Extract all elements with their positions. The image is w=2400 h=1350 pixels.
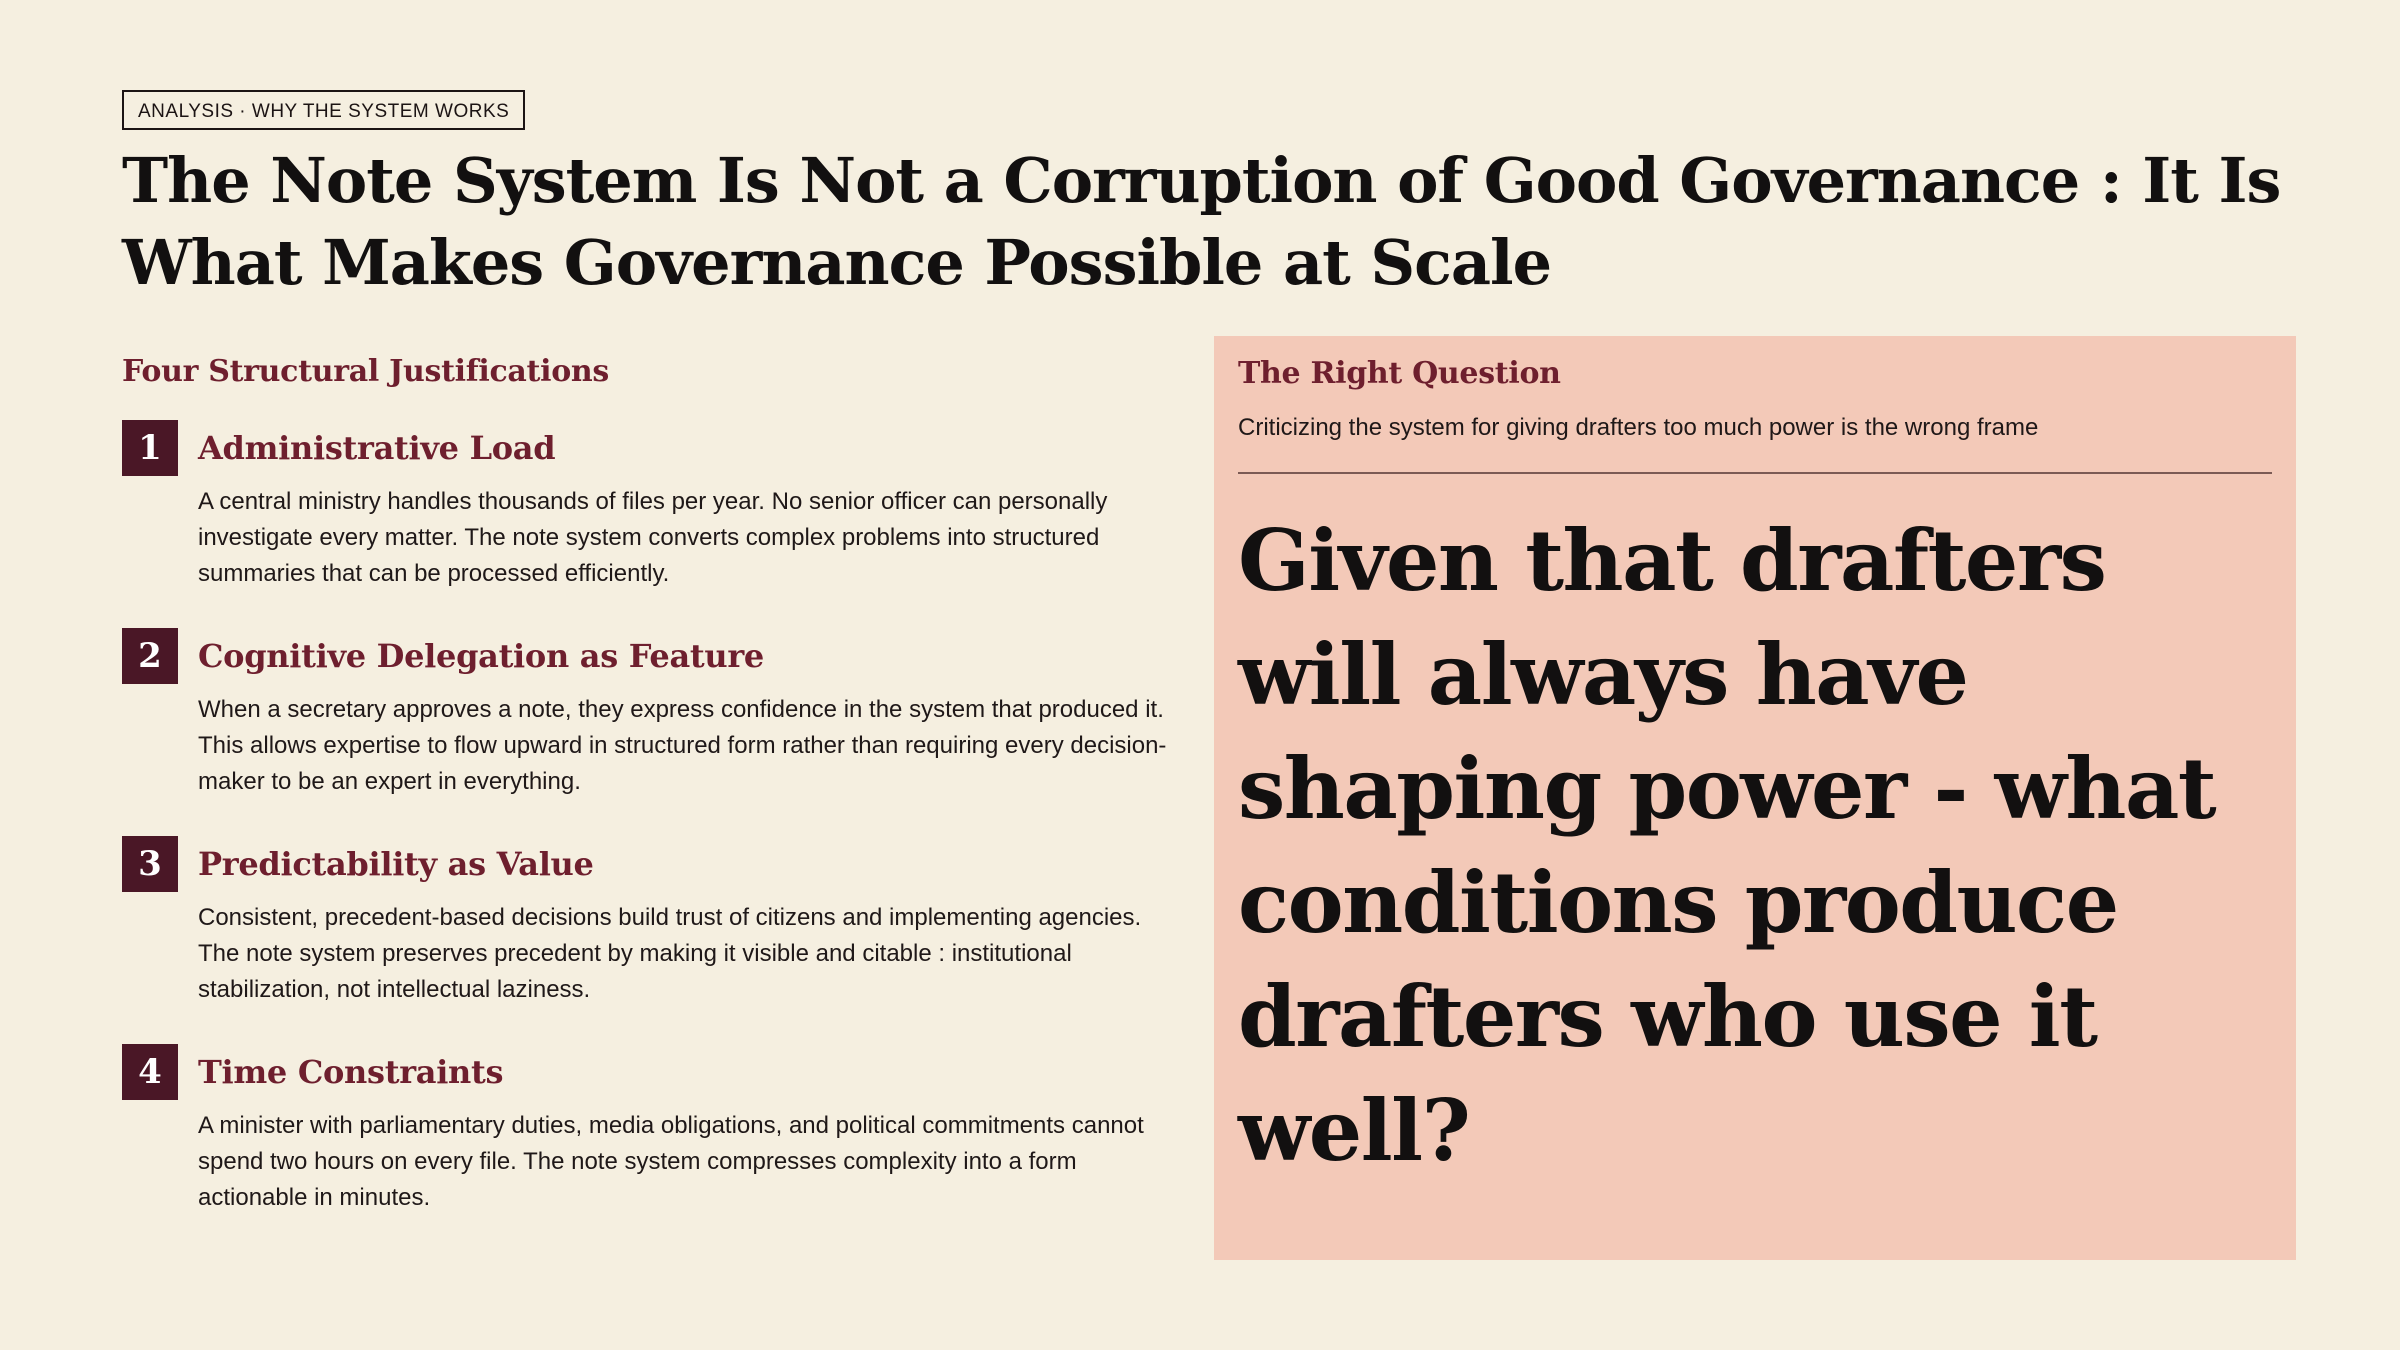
item-title: Time Constraints xyxy=(198,1053,504,1091)
justifications-heading: Four Structural Justifications xyxy=(122,354,610,389)
justification-item: 3 Predictability as Value Consistent, pr… xyxy=(122,836,1182,1008)
justification-item: 2 Cognitive Delegation as Feature When a… xyxy=(122,628,1182,800)
item-title: Administrative Load xyxy=(198,429,556,467)
panel-divider xyxy=(1238,472,2272,474)
right-question-panel: The Right Question Criticizing the syste… xyxy=(1214,336,2296,1260)
panel-heading: The Right Question xyxy=(1238,356,1561,391)
item-number-badge: 1 xyxy=(122,420,178,476)
pull-quote: Given that drafters will always have sha… xyxy=(1238,511,2217,1180)
item-body: A minister with parliamentary duties, me… xyxy=(198,1112,1144,1211)
justification-item: 1 Administrative Load A central ministry… xyxy=(122,420,1182,592)
item-body: Consistent, precedent-based decisions bu… xyxy=(198,904,1142,1003)
item-title: Predictability as Value xyxy=(198,845,594,883)
panel-subtitle: Criticizing the system for giving drafte… xyxy=(1238,414,2039,441)
item-title: Cognitive Delegation as Feature xyxy=(198,637,764,675)
justification-item: 4 Time Constraints A minister with parli… xyxy=(122,1044,1182,1216)
item-body: A central ministry handles thousands of … xyxy=(198,488,1108,587)
justifications-column: Four Structural Justifications 1 Adminis… xyxy=(122,350,1182,1252)
page-title: The Note System Is Not a Corruption of G… xyxy=(122,144,2281,299)
item-number-badge: 3 xyxy=(122,836,178,892)
item-number-badge: 2 xyxy=(122,628,178,684)
item-number-badge: 4 xyxy=(122,1044,178,1100)
item-body: When a secretary approves a note, they e… xyxy=(198,696,1167,795)
section-tag: ANALYSIS · WHY THE SYSTEM WORKS xyxy=(122,90,526,130)
